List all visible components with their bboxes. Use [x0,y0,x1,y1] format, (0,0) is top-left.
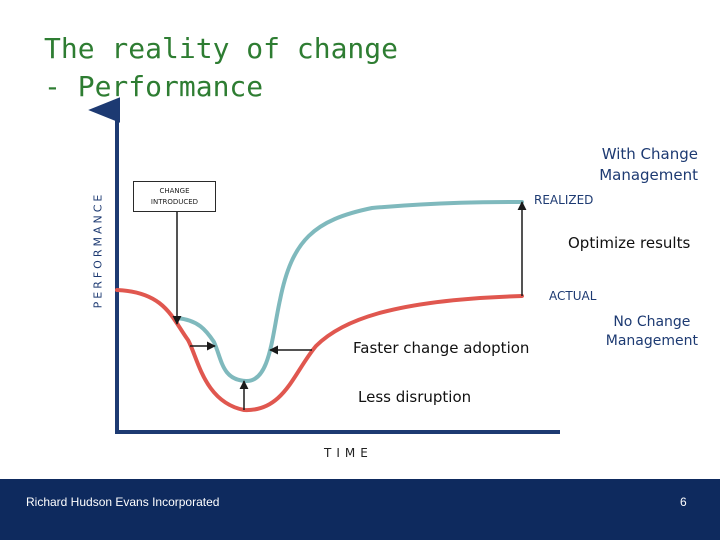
change-introduced-line-2: INTRODUCED [150,197,199,206]
with-cm-line-1: With Change [601,145,698,163]
faster-change-adoption-label: Faster change adoption [353,339,530,357]
y-axis-label: PERFORMANCE [91,191,105,309]
realized-label: REALIZED [534,193,594,207]
less-disruption-label: Less disruption [358,388,472,406]
page-number: 6 [680,495,687,509]
actual-label: ACTUAL [549,289,597,303]
change-introduced-box: CHANGE INTRODUCED [133,181,216,212]
no-cm-line-2: Management [605,333,698,349]
footer-bar: Richard Hudson Evans Incorporated 6 [0,479,720,540]
title-line-2: - Performance [44,70,264,103]
no-cm-line-1: No Change [613,314,691,330]
footer-company: Richard Hudson Evans Incorporated [26,495,220,509]
no-change-management-label: No Change Management [606,313,698,351]
title-line-1: The reality of change [44,32,399,65]
change-introduced-line-1: CHANGE [159,186,190,195]
optimize-results-label: Optimize results [568,234,691,252]
with-cm-line-2: Management [599,166,698,184]
x-axis-label: TIME [324,446,373,460]
page-title: The reality of change - Performance [44,30,398,106]
with-change-management-label: With Change Management [599,144,698,186]
